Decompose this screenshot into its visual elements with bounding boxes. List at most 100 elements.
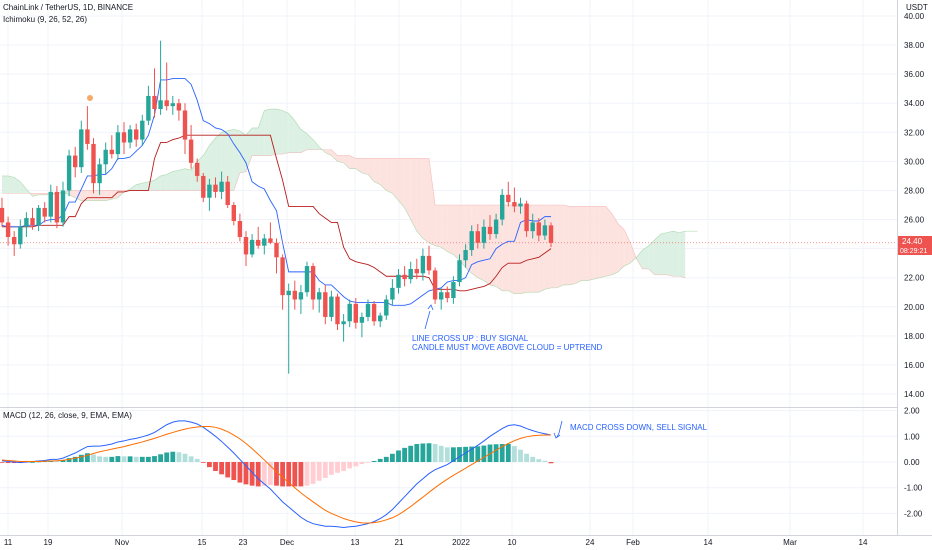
candle-body: [402, 274, 407, 280]
time-tick-label: 23: [239, 538, 248, 547]
macd-histogram-bar: [420, 443, 426, 462]
candle-up: [396, 268, 401, 294]
time-tick-label: Nov: [115, 538, 129, 547]
cloud-segment-bullish: [264, 109, 271, 156]
candle-down: [256, 226, 261, 249]
cloud-segment-bearish: [557, 205, 564, 288]
sell-annotation: MACD CROSS DOWN, SELL SIGNAL: [570, 423, 708, 432]
candle-body: [371, 303, 377, 322]
time-tick-label: 14: [704, 538, 713, 547]
cloud-segment-bullish: [172, 170, 179, 191]
macd-histogram-bar: [170, 451, 176, 462]
candle-body: [463, 250, 468, 261]
candle-body: [481, 226, 487, 243]
cloud-segment-bearish: [612, 213, 619, 275]
cloud-segment-bearish: [386, 158, 393, 194]
candle-body: [536, 222, 541, 236]
candle-body: [164, 100, 169, 107]
price-tick-label: 36.00: [904, 70, 925, 79]
candle-up: [542, 219, 548, 240]
cloud-segment-bearish: [32, 193, 39, 197]
candle-body: [420, 255, 426, 274]
candle-body: [54, 191, 60, 223]
candle-down: [280, 254, 285, 310]
time-tick-label: 2022: [452, 538, 470, 547]
candle-down: [5, 216, 11, 246]
time-tick-label: Feb: [626, 538, 640, 547]
senkou-span-a: [2, 108, 698, 294]
cloud-segment-bearish: [337, 155, 344, 163]
candle-body: [512, 202, 517, 207]
macd-histogram-bar: [298, 462, 304, 487]
macd-histogram-bar: [207, 462, 212, 468]
cloud-segment-bullish: [20, 181, 27, 194]
macd-histogram-bar: [66, 458, 72, 462]
price-tick-label: 34.00: [904, 99, 925, 108]
cloud-segment-bullish: [142, 181, 149, 191]
candle-down: [213, 177, 218, 198]
price-tick-label: 30.00: [904, 157, 925, 166]
macd-histogram-bar: [72, 456, 78, 462]
candle-up: [408, 261, 413, 284]
cloud-segment-bullish: [239, 130, 246, 174]
candle-down: [445, 286, 450, 303]
cloud-segment-bullish: [8, 175, 15, 194]
macd-tick-label: 2.00: [904, 407, 920, 416]
cloud-segment-bullish: [276, 109, 283, 155]
macd-histogram-bar: [310, 462, 316, 484]
candle-body: [286, 290, 291, 296]
candle-up: [530, 213, 535, 239]
macd-histogram-bar: [11, 462, 17, 464]
cloud-segment-bearish: [532, 205, 539, 293]
macd-histogram-bar: [329, 462, 334, 475]
price-tick-label: 26.00: [904, 216, 925, 225]
cloud-segment-bullish: [209, 138, 216, 191]
candle-up: [329, 290, 334, 322]
candle-body: [451, 282, 456, 299]
candle-body: [79, 129, 84, 168]
candle-body: [274, 242, 279, 258]
candle-up: [18, 219, 23, 249]
cloud-segment-bullish: [246, 127, 253, 172]
price-tick-label: 32.00: [904, 128, 925, 137]
candle-down: [152, 68, 157, 118]
buy-arrow: [424, 310, 431, 330]
macd-label[interactable]: MACD (12, 26, close, 9, EMA, EMA): [3, 411, 132, 420]
signal-dot: [87, 95, 93, 101]
candle-body: [390, 287, 395, 300]
ichimoku-label[interactable]: Ichimoku (9, 26, 52, 26): [3, 15, 87, 24]
candle-body: [30, 218, 35, 226]
macd-histogram-bar: [377, 458, 383, 462]
macd-histogram-bar: [200, 462, 206, 463]
cloud-segment-bearish: [404, 158, 411, 220]
macd-histogram-bar: [164, 452, 170, 462]
candles[interactable]: [0, 40, 554, 374]
cloud-segment-bullish: [136, 183, 143, 191]
candle-down: [0, 197, 5, 227]
candle-up: [341, 314, 346, 342]
candle-body: [542, 225, 548, 236]
cloud-segment-bullish: [636, 250, 643, 269]
candle-body: [310, 266, 316, 300]
macd-histogram-bar: [505, 444, 511, 462]
macd-histogram-bar: [341, 462, 346, 471]
candle-down: [274, 238, 279, 274]
candle-up: [378, 312, 383, 328]
macd-histogram-bar: [304, 462, 310, 486]
macd-histogram-bar: [438, 445, 444, 462]
grid: [0, 0, 897, 535]
candle-down: [371, 300, 377, 326]
candle-body: [201, 175, 206, 198]
cloud-segment-bullish: [642, 245, 649, 269]
candle-down: [243, 231, 249, 267]
candle-up: [66, 149, 72, 197]
cloud-segment-bullish: [307, 133, 314, 150]
cloud-segment-bearish: [392, 158, 399, 201]
cloud-segment-bearish: [624, 229, 631, 267]
candle-body: [188, 139, 194, 163]
symbol-title[interactable]: ChainLink / TetherUS, 1D, BINANCE: [3, 3, 133, 12]
candle-down: [85, 106, 90, 150]
candle-body: [341, 321, 346, 325]
macd-histogram-bar: [176, 452, 182, 462]
